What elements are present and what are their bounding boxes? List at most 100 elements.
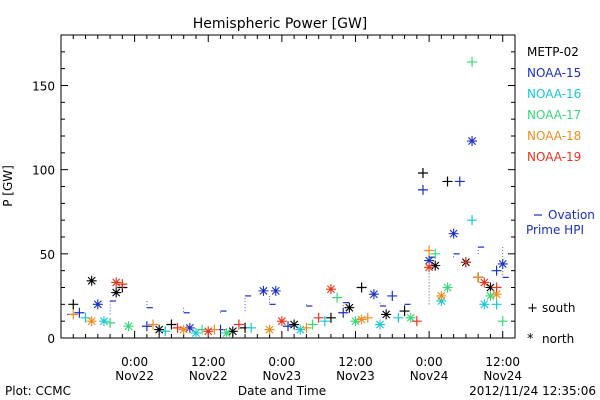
metp-02-north-point <box>344 302 355 313</box>
metp-02-south-point <box>356 282 367 293</box>
y-tick-label: 100 <box>32 164 55 178</box>
y-axis: 0 50 100 150 <box>32 34 515 346</box>
metp-02-south-point <box>417 168 428 179</box>
noaa-15-south-point <box>387 290 398 301</box>
x-tick-date-label: Nov24 <box>483 369 522 383</box>
noaa-16-north-point <box>190 327 201 338</box>
south-label: south <box>542 301 576 315</box>
noaa-19-north-point <box>479 277 490 288</box>
noaa-15-south-point <box>491 265 502 276</box>
noaa-19-north-point <box>203 326 214 337</box>
noaa-15-south-point <box>141 321 152 332</box>
noaa-16-north-point <box>436 295 447 306</box>
metp-02-north-point <box>227 326 238 337</box>
noaa-18-south-point <box>362 312 373 323</box>
x-tick-time-label: 0:00 <box>121 355 148 369</box>
metp-02-north-point <box>289 319 300 330</box>
noaa-19-north-point <box>276 316 287 327</box>
metp-02-north-point <box>430 260 441 271</box>
y-tick-label: 0 <box>47 332 55 346</box>
noaa-19-north-point <box>424 262 435 273</box>
noaa-19-south-point <box>460 257 471 268</box>
metp-02-south-point <box>166 319 177 330</box>
noaa-17-north-point <box>123 321 134 332</box>
noaa-17-north-point <box>485 290 496 301</box>
noaa-18-south-point <box>301 322 312 333</box>
noaa-19-south-point <box>411 316 422 327</box>
noaa-15-north-point <box>497 258 508 269</box>
x-tick-date-label: Nov22 <box>189 369 228 383</box>
noaa-19-north-point <box>111 277 122 288</box>
legend-noaa-16: NOAA-16 <box>527 87 581 101</box>
x-tick-time-label: 12:00 <box>338 355 373 369</box>
ovation-line <box>67 246 509 316</box>
metp-02-south-point <box>399 306 410 317</box>
plot-timestamp: 2012/11/24 12:35:06 <box>469 384 596 398</box>
north-label: north <box>542 332 574 346</box>
metp-02-north-point <box>86 275 97 286</box>
metp-02-north-point <box>381 309 392 320</box>
x-tick-time-label: 0:00 <box>268 355 295 369</box>
ovation-legend-label-2: Prime HPI <box>526 223 584 237</box>
noaa-17-south-point <box>467 56 478 67</box>
x-tick-date-label: Nov23 <box>336 369 375 383</box>
noaa-18-north-point <box>86 316 97 327</box>
metp-02-north-point <box>154 324 165 335</box>
noaa-17-north-point <box>350 316 361 327</box>
noaa-15-north-point <box>184 322 195 333</box>
noaa-18-south-point <box>209 324 220 335</box>
noaa-15-north-point <box>467 136 478 147</box>
x-tick-time-label: 0:00 <box>416 355 443 369</box>
legend-noaa-18: NOAA-18 <box>527 129 581 143</box>
y-tick-label: 150 <box>32 80 55 94</box>
legend: METP-02 NOAA-15 NOAA-16 NOAA-17 NOAA-18 NOAA-… <box>527 45 581 164</box>
x-tick-time-label: 12:00 <box>485 355 520 369</box>
noaa-17-north-point <box>221 327 232 338</box>
south-symbol: + <box>527 301 538 316</box>
noaa-19-south-point <box>172 322 183 333</box>
noaa-15-south-point <box>338 307 349 318</box>
noaa-16-south-point <box>319 316 330 327</box>
noaa-17-south-point <box>430 248 441 259</box>
noaa-15-south-point <box>454 176 465 187</box>
noaa-19-south-point <box>233 319 244 330</box>
noaa-16-north-point <box>479 299 490 310</box>
legend-metp-02: METP-02 <box>527 45 579 59</box>
noaa-15-south-point <box>74 307 85 318</box>
metp-02-north-point <box>111 287 122 298</box>
noaa-17-south-point <box>197 324 208 335</box>
noaa-18-south-point <box>424 245 435 256</box>
noaa-15-north-point <box>424 255 435 266</box>
noaa-18-south-point <box>473 272 484 283</box>
noaa-18-north-point <box>356 314 367 325</box>
symbol-legend: + south * north <box>527 301 576 347</box>
noaa-16-south-point <box>246 322 257 333</box>
legend-noaa-19: NOAA-19 <box>527 150 581 164</box>
noaa-17-south-point <box>105 317 116 328</box>
noaa-19-north-point <box>325 284 336 295</box>
data-marks <box>68 56 508 338</box>
noaa-19-south-point <box>491 282 502 293</box>
x-tick-date-label: Nov23 <box>263 369 302 383</box>
noaa-18-south-point <box>148 319 159 330</box>
noaa-16-south-point <box>467 215 478 226</box>
metp-02-south-point <box>442 176 453 187</box>
noaa-17-south-point <box>332 292 343 303</box>
x-axis: 0:00Nov2212:00Nov220:00Nov2312:00Nov230:… <box>60 35 522 383</box>
noaa-15-north-point <box>448 228 459 239</box>
noaa-17-south-point <box>307 319 318 330</box>
noaa-17-north-point <box>442 282 453 293</box>
metp-02-south-point <box>68 299 79 310</box>
ovation-legend-label-1: Ovation <box>548 208 595 222</box>
x-tick-date-label: Nov24 <box>410 369 449 383</box>
noaa-16-south-point <box>393 312 404 323</box>
noaa-15-north-point <box>258 285 269 296</box>
metp-02-north-point <box>485 282 496 293</box>
noaa-17-north-point <box>405 312 416 323</box>
chart-title: Hemispheric Power [GW] <box>193 16 368 32</box>
noaa-17-south-point <box>497 316 508 327</box>
noaa-15-north-point <box>92 299 103 310</box>
metp-02-south-point <box>325 312 336 323</box>
noaa-18-north-point <box>436 290 447 301</box>
